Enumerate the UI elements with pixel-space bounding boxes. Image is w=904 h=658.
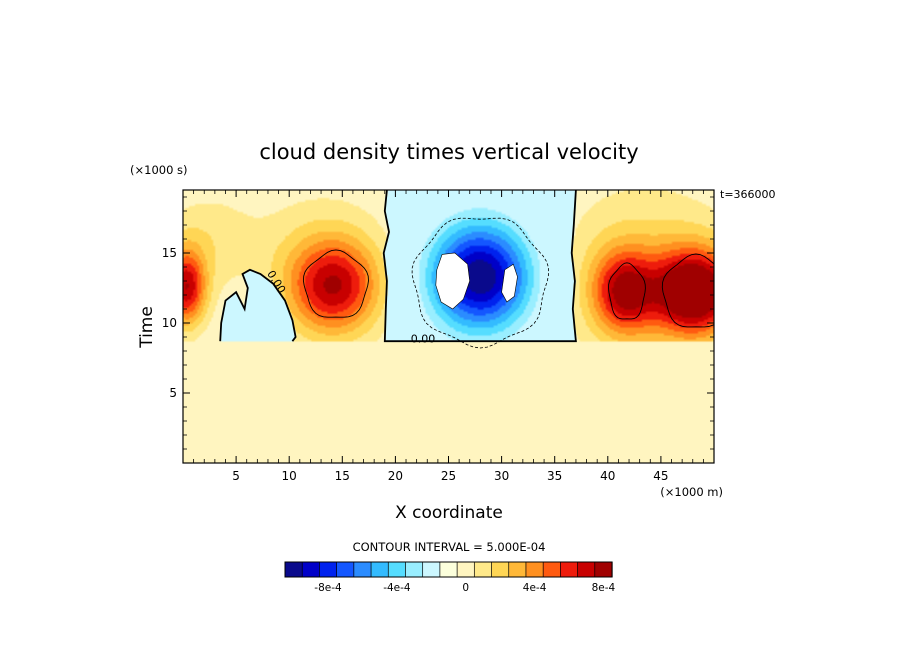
- colorbar-swatch: [422, 561, 441, 578]
- x-axis-ticks: 5 10 15 20 25 30 35 40 45: [193, 190, 704, 483]
- colorbar-swatch: [370, 561, 389, 578]
- positive-contour-x14: [302, 249, 369, 318]
- colorbar-tick-label: 4e-4: [523, 582, 547, 594]
- colorbar-swatch: [473, 561, 493, 578]
- x-tick-label: 15: [335, 469, 350, 483]
- colorbar-swatch: [387, 561, 407, 578]
- colorbar-swatch: [405, 561, 424, 578]
- negative-contour-dashed: [411, 217, 549, 349]
- colorbar-swatch: [336, 561, 355, 578]
- x-tick-label: 35: [547, 469, 562, 483]
- x-tick-label: 40: [600, 469, 615, 483]
- missing-region-1: [435, 252, 471, 310]
- x-tick-label: 20: [388, 469, 403, 483]
- x-tick-label: 5: [232, 469, 240, 483]
- y-tick-label: 5: [169, 386, 177, 400]
- colorbar-swatch: [508, 561, 527, 578]
- colorbar-swatch: [525, 561, 544, 578]
- colorbar-swatch: [577, 561, 596, 578]
- x-axis-units: (×1000 m): [660, 485, 723, 499]
- y-tick-label: 15: [162, 246, 177, 260]
- x-tick-label: 25: [441, 469, 456, 483]
- colorbar-labels: -8e-4 -4e-4 0 4e-4 8e-4: [314, 582, 615, 594]
- colorbar-frame: [284, 561, 613, 578]
- zero-contour-lines: [219, 190, 714, 349]
- y-tick-label: 10: [162, 316, 177, 330]
- x-tick-label: 30: [494, 469, 509, 483]
- colorbar: [284, 561, 613, 578]
- colorbar-swatch: [560, 561, 579, 578]
- contour-interval-label: CONTOUR INTERVAL = 5.000E-04: [353, 540, 546, 554]
- positive-contour-x41: [608, 262, 646, 320]
- colorbar-swatch: [594, 561, 613, 578]
- zero-contour-main: [382, 190, 577, 343]
- colorbar-tick-label: 0: [462, 582, 469, 594]
- missing-data-regions: [435, 252, 518, 310]
- colorbar-swatch: [456, 561, 475, 578]
- y-axis-units: (×1000 s): [130, 163, 188, 177]
- missing-region-2: [501, 263, 518, 303]
- x-tick-label: 45: [653, 469, 668, 483]
- colorbar-tick-label: -4e-4: [383, 582, 411, 594]
- colorbar-swatch: [353, 561, 372, 578]
- time-stamp-label: t=366000: [720, 188, 776, 201]
- heatmap-field: [183, 190, 714, 463]
- colorbar-tick-label: 8e-4: [592, 582, 616, 594]
- zero-contour-small: [219, 268, 297, 342]
- colorbar-swatch: [439, 561, 458, 578]
- positive-contour-x48: [661, 253, 714, 328]
- colorbar-swatch: [542, 561, 562, 578]
- contour-label: 0.00: [411, 333, 436, 346]
- x-tick-label: 10: [282, 469, 297, 483]
- y-axis-ticks: 5 10 15: [162, 196, 714, 450]
- chart-title: cloud density times vertical velocity: [259, 140, 638, 164]
- colorbar-tick-label: -8e-4: [314, 582, 342, 594]
- colorbar-swatch: [319, 561, 338, 578]
- colorbar-swatch: [284, 561, 303, 578]
- y-axis-label: Time: [137, 306, 157, 349]
- colorbar-swatch: [301, 561, 321, 578]
- x-axis-label: X coordinate: [395, 503, 503, 523]
- colorbar-swatch: [491, 561, 510, 578]
